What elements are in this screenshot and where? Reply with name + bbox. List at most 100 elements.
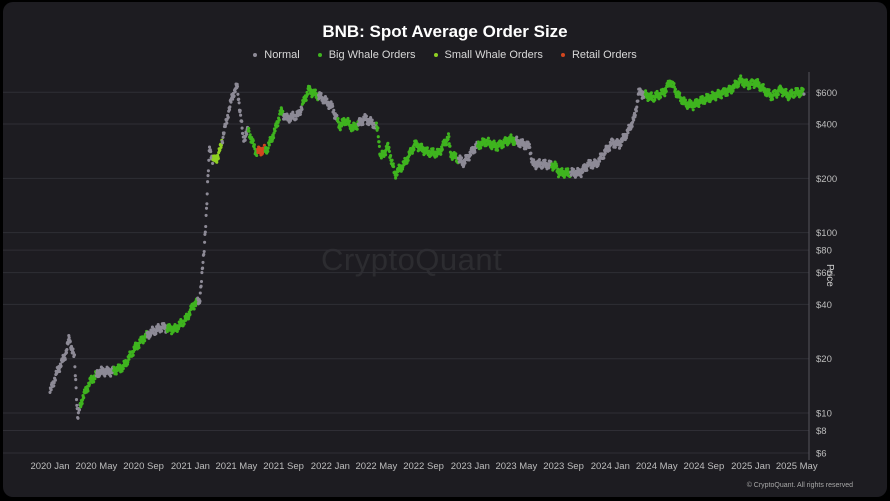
data-point-big-whale-orders [391,162,395,166]
data-point-big-whale-orders [252,143,256,147]
data-point-normal [331,104,335,108]
data-point-big-whale-orders [182,322,186,326]
data-point-normal [357,123,361,127]
data-point-normal [74,386,78,390]
data-point-normal [101,366,105,371]
data-point-normal [232,94,236,98]
data-point-normal [207,145,212,149]
data-point-normal [71,347,75,351]
data-point-normal [204,224,208,229]
data-point-big-whale-orders [247,129,251,133]
data-point-normal [233,90,237,94]
data-point-normal [74,378,78,382]
data-point-big-whale-orders [412,148,416,152]
legend-label: Retail Orders [571,49,637,61]
data-point-normal [59,364,63,368]
data-point-normal [75,403,79,407]
data-point-big-whale-orders [420,142,424,146]
data-point-normal [203,232,207,236]
y-tick-label: $10 [816,408,832,419]
data-point-big-whale-orders [276,124,280,128]
data-point-normal [543,158,547,162]
data-point-big-whale-orders [408,153,412,157]
data-point-big-whale-orders [763,87,767,91]
data-point-normal [206,174,210,178]
data-point-normal [518,145,522,149]
x-tick-label: 2024 May [636,461,678,472]
data-point-big-whale-orders [706,93,710,97]
data-point-retail-orders [262,143,266,147]
data-point-big-whale-orders [346,116,350,120]
y-axis-title: Price [824,264,835,287]
data-point-small-whale-orders [215,160,219,164]
data-point-big-whale-orders [697,104,701,109]
data-point-normal [619,143,623,147]
data-point-normal [332,108,336,112]
data-point-big-whale-orders [784,87,788,91]
data-point-big-whale-orders [649,91,653,95]
data-point-normal [76,411,80,415]
x-tick-label: 2024 Jan [591,461,630,472]
data-point-normal [547,166,551,170]
data-point-big-whale-orders [313,88,317,92]
legend-item-normal[interactable]: Normal [253,49,300,61]
data-point-normal [76,416,80,420]
data-point-big-whale-orders [87,382,92,386]
data-point-normal [634,109,638,113]
data-point-normal [463,161,467,165]
data-point-big-whale-orders [137,346,141,350]
data-point-big-whale-orders [761,82,765,87]
y-tick-label: $20 [816,354,832,365]
data-point-normal [571,167,576,171]
data-point-small-whale-orders [219,143,223,147]
data-point-normal [73,374,77,378]
data-point-big-whale-orders [281,109,285,113]
watermark: CryptoQuant [321,242,503,277]
data-point-big-whale-orders [384,153,388,157]
data-point-big-whale-orders [560,167,564,171]
data-point-big-whale-orders [376,126,380,130]
data-point-normal [632,118,636,122]
x-tick-label: 2023 Jan [451,461,490,472]
x-tick-label: 2022 Jan [311,461,350,472]
data-point-big-whale-orders [556,167,560,171]
data-point-big-whale-orders [306,92,310,96]
legend-label: Big Whale Orders [328,49,416,61]
legend-item-big-whale[interactable]: Big Whale Orders [317,49,416,61]
data-point-big-whale-orders [790,88,794,92]
data-point-normal [238,109,242,113]
data-point-big-whale-orders [82,396,86,400]
data-point-small-whale-orders [218,148,222,152]
data-point-big-whale-orders [739,74,743,78]
legend-dot-icon [253,53,258,57]
x-tick-label: 2023 May [495,461,537,472]
data-point-normal [541,165,545,169]
data-point-normal [49,388,53,392]
data-point-big-whale-orders [653,98,657,102]
x-tick-label: 2025 May [776,461,818,472]
data-point-big-whale-orders [501,145,505,149]
data-point-normal [198,291,202,295]
data-point-normal [58,369,62,374]
data-point-normal [467,158,471,162]
data-point-big-whale-orders [394,176,398,180]
data-point-normal [585,168,589,172]
data-point-big-whale-orders [390,158,394,162]
y-tick-label: $60 [816,268,832,279]
data-point-big-whale-orders [703,101,707,105]
data-point-big-whale-orders [775,95,779,99]
legend-label: Normal [264,49,300,61]
legend-item-retail[interactable]: Retail Orders [560,49,637,61]
data-point-big-whale-orders [143,339,147,343]
data-point-big-whale-orders [509,133,513,137]
legend-item-small-whale[interactable]: Small Whale Orders [433,49,543,61]
data-point-normal [103,374,107,378]
data-point-big-whale-orders [92,380,96,384]
data-point-big-whale-orders [454,152,458,156]
legend-dot-icon [433,53,438,57]
data-point-big-whale-orders [555,164,559,168]
data-point-normal [596,162,600,166]
data-point-big-whale-orders [304,98,308,102]
data-point-normal [802,92,806,96]
data-point-big-whale-orders [253,147,257,151]
